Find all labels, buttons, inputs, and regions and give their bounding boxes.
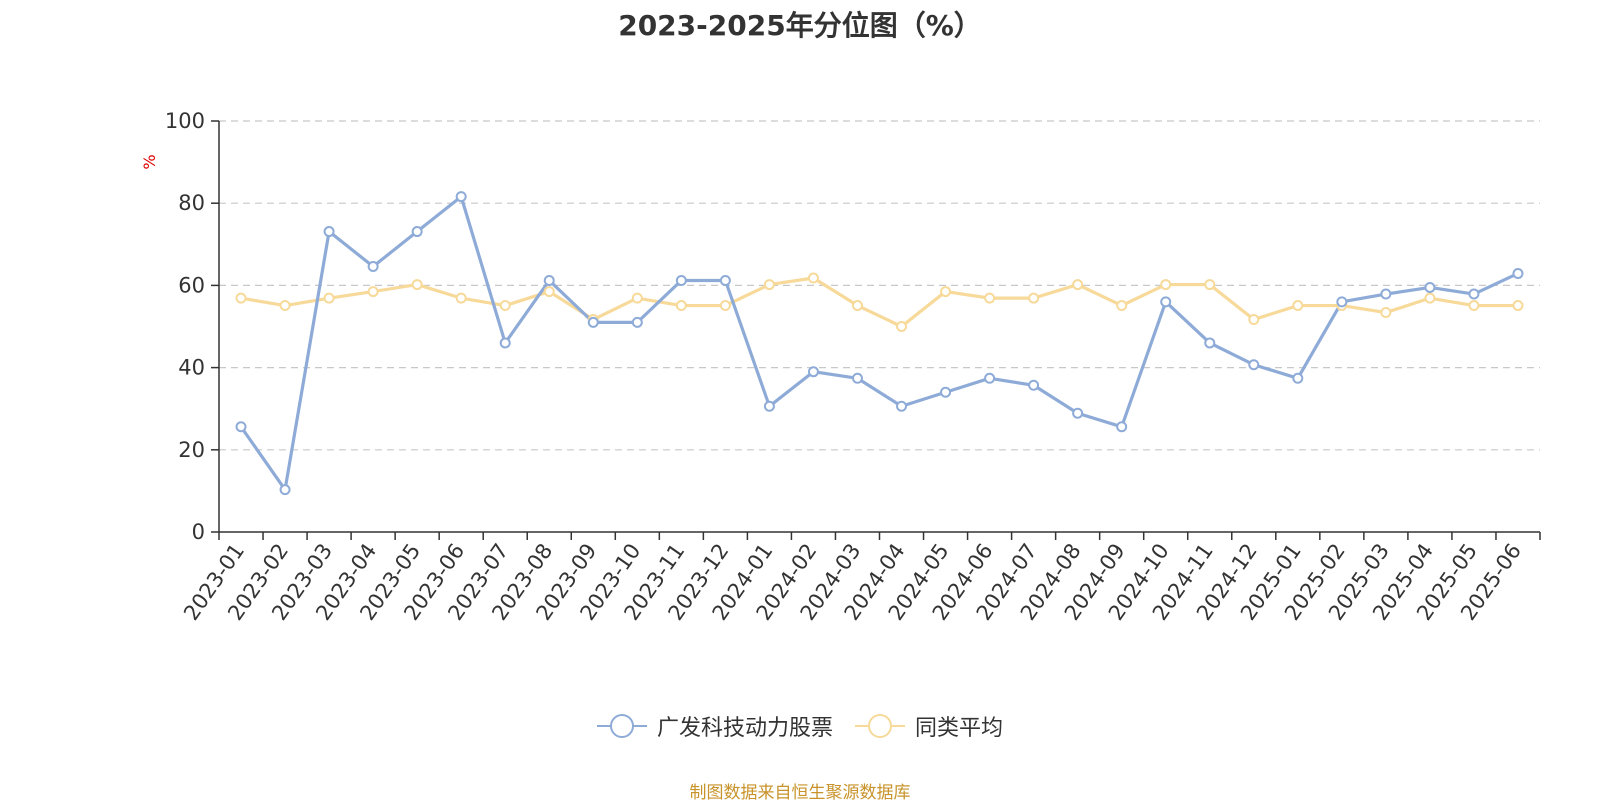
data-point-series-0 bbox=[1380, 288, 1392, 300]
legend: 广发科技动力股票 同类平均 bbox=[0, 710, 1600, 742]
data-point-series-1 bbox=[719, 300, 731, 312]
data-point-series-1 bbox=[411, 279, 423, 291]
data-point-series-0 bbox=[323, 226, 335, 238]
data-point-series-0 bbox=[499, 337, 511, 349]
data-point-series-1 bbox=[1028, 292, 1040, 304]
data-point-series-0 bbox=[1248, 359, 1260, 371]
data-point-series-0 bbox=[807, 366, 819, 378]
data-point-series-1 bbox=[1512, 300, 1524, 312]
data-point-series-1 bbox=[235, 292, 247, 304]
series-layer bbox=[235, 191, 1524, 496]
data-point-series-1 bbox=[1424, 292, 1436, 304]
data-point-series-1 bbox=[1292, 300, 1304, 312]
legend-average-label: 同类平均 bbox=[915, 716, 1004, 741]
data-point-series-1 bbox=[367, 286, 379, 298]
data-point-series-0 bbox=[896, 400, 908, 412]
y-tick-label: 20 bbox=[178, 438, 205, 462]
legend-average-swatch-icon bbox=[855, 714, 905, 738]
data-point-series-1 bbox=[279, 300, 291, 312]
data-point-series-0 bbox=[1292, 372, 1304, 384]
data-point-series-1 bbox=[675, 300, 687, 312]
series-line-1 bbox=[240, 276, 1518, 329]
data-point-series-0 bbox=[675, 274, 687, 286]
data-point-series-0 bbox=[1424, 281, 1436, 293]
data-point-series-0 bbox=[235, 421, 247, 433]
grid-layer bbox=[219, 120, 1540, 451]
data-point-series-1 bbox=[1072, 279, 1084, 291]
axis-layer: 0204060801002023-012023-022023-032023-04… bbox=[165, 109, 1541, 625]
y-tick-label: 100 bbox=[165, 109, 205, 133]
y-tick-label: 0 bbox=[192, 520, 205, 544]
data-point-series-1 bbox=[1160, 279, 1172, 291]
data-point-series-0 bbox=[543, 274, 555, 286]
data-point-series-1 bbox=[455, 292, 467, 304]
data-point-series-0 bbox=[455, 191, 467, 203]
data-point-series-0 bbox=[587, 316, 599, 328]
data-point-series-0 bbox=[1160, 296, 1172, 308]
data-point-series-1 bbox=[1380, 307, 1392, 319]
legend-fund-label: 广发科技动力股票 bbox=[656, 716, 833, 741]
legend-item-category-average[interactable]: 同类平均 bbox=[855, 710, 1003, 742]
y-tick-label: 40 bbox=[178, 356, 205, 380]
legend-item-fund[interactable]: 广发科技动力股票 bbox=[596, 710, 833, 742]
data-point-series-0 bbox=[984, 372, 996, 384]
data-point-series-1 bbox=[1468, 300, 1480, 312]
data-point-series-1 bbox=[1204, 279, 1216, 291]
data-point-series-1 bbox=[1248, 314, 1260, 326]
data-point-series-0 bbox=[763, 400, 775, 412]
data-point-series-0 bbox=[851, 372, 863, 384]
data-point-series-0 bbox=[367, 260, 379, 272]
data-point-series-0 bbox=[1116, 421, 1128, 433]
data-point-series-1 bbox=[807, 272, 819, 284]
chart-title: 2023-2025年分位图（%） bbox=[618, 9, 982, 42]
legend-average-dot bbox=[868, 714, 892, 738]
data-point-series-1 bbox=[323, 292, 335, 304]
y-axis-unit: % bbox=[140, 154, 159, 169]
data-point-series-0 bbox=[631, 316, 643, 328]
data-point-series-0 bbox=[940, 386, 952, 398]
y-tick-label: 80 bbox=[178, 191, 205, 215]
data-point-series-0 bbox=[279, 484, 291, 496]
legend-fund-swatch-icon bbox=[596, 714, 647, 738]
data-point-series-1 bbox=[896, 321, 908, 332]
data-point-series-0 bbox=[1204, 337, 1216, 349]
data-point-series-1 bbox=[940, 286, 952, 298]
data-point-series-0 bbox=[1468, 288, 1480, 300]
data-point-series-0 bbox=[1072, 407, 1084, 419]
data-point-series-1 bbox=[631, 292, 643, 304]
legend-fund-dot bbox=[609, 714, 634, 738]
data-point-series-0 bbox=[719, 274, 731, 286]
data-point-series-0 bbox=[1336, 296, 1348, 308]
data-point-series-1 bbox=[1116, 300, 1128, 312]
source-note: 制图数据来自恒生聚源数据库 bbox=[689, 783, 911, 803]
data-point-series-1 bbox=[984, 292, 996, 304]
y-tick-label: 60 bbox=[178, 273, 205, 297]
data-point-series-0 bbox=[411, 226, 423, 238]
data-point-series-1 bbox=[763, 279, 775, 291]
data-point-series-1 bbox=[543, 286, 555, 298]
data-point-series-0 bbox=[1028, 379, 1040, 391]
data-point-series-1 bbox=[851, 300, 863, 312]
data-point-series-0 bbox=[1512, 267, 1524, 279]
series-line-0 bbox=[239, 195, 1519, 492]
data-point-series-1 bbox=[499, 300, 511, 312]
